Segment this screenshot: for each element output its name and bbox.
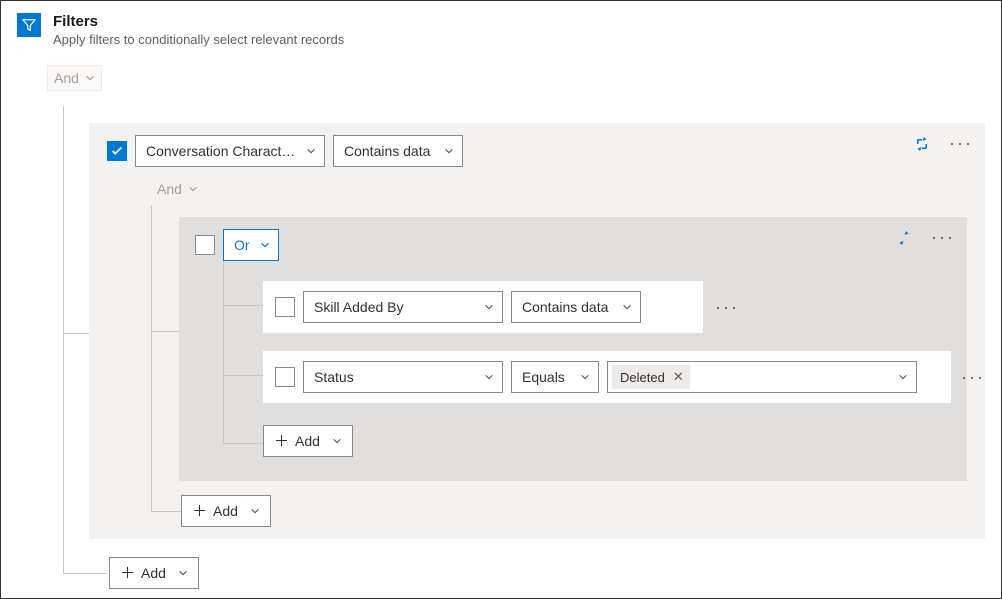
panel-subtitle: Apply filters to conditionally select re… — [53, 32, 344, 47]
field-label: Conversation Characte… — [146, 143, 296, 159]
connector-line — [223, 305, 263, 306]
plus-icon: ＋ — [120, 566, 135, 581]
remove-tag-icon[interactable]: ✕ — [673, 369, 684, 385]
connector-line — [63, 333, 89, 334]
chevron-down-icon — [306, 146, 316, 156]
plus-icon: ＋ — [192, 504, 207, 519]
field-dropdown[interactable]: Skill Added By — [303, 291, 503, 323]
chevron-down-icon — [484, 372, 494, 382]
field-label: Status — [314, 369, 474, 385]
chevron-down-icon — [250, 506, 260, 516]
add-button[interactable]: ＋ Add — [109, 557, 199, 589]
value-tag-label: Deleted — [620, 370, 665, 385]
chevron-down-icon — [188, 184, 198, 194]
field-dropdown[interactable]: Conversation Characte… — [135, 135, 325, 167]
operator-label: Contains data — [522, 299, 612, 315]
condition-checkbox[interactable] — [275, 367, 295, 387]
root-operator-dropdown[interactable]: And — [47, 65, 102, 91]
value-tag: Deleted ✕ — [612, 365, 690, 389]
add-button[interactable]: ＋ Add — [263, 425, 353, 457]
or-group-checkbox[interactable] — [195, 235, 215, 255]
chevron-down-icon — [332, 436, 342, 446]
chevron-down-icon — [444, 146, 454, 156]
condition-row: Status Equals Deleted ✕ — [263, 351, 951, 403]
chevron-down-icon — [580, 372, 590, 382]
value-dropdown[interactable]: Deleted ✕ — [607, 361, 917, 393]
connector-line — [223, 375, 263, 376]
filter-icon — [17, 13, 41, 37]
filters-panel: Filters Apply filters to conditionally s… — [0, 0, 1002, 599]
group-checkbox[interactable] — [107, 141, 127, 161]
connector-line — [151, 511, 181, 512]
field-dropdown[interactable]: Status — [303, 361, 503, 393]
panel-title: Filters — [53, 13, 344, 30]
operator-label: Contains data — [344, 143, 434, 159]
more-icon[interactable]: ··· — [949, 133, 973, 154]
add-label: Add — [141, 565, 166, 581]
add-label: Add — [213, 503, 238, 519]
operator-dropdown[interactable]: Equals — [511, 361, 599, 393]
connector-line — [63, 573, 107, 574]
chevron-down-icon — [260, 240, 270, 250]
chevron-down-icon — [178, 568, 188, 578]
add-label: Add — [295, 433, 320, 449]
chevron-down-icon — [622, 302, 632, 312]
connector-line — [151, 205, 152, 511]
chevron-down-icon — [484, 302, 494, 312]
connector-line — [63, 106, 64, 574]
or-operator-dropdown[interactable]: Or — [223, 229, 279, 261]
connector-line — [223, 443, 263, 444]
inner-operator-label: And — [157, 181, 182, 197]
inner-operator-dropdown[interactable]: And — [157, 181, 198, 197]
condition-row: Skill Added By Contains data — [263, 281, 703, 333]
condition-checkbox[interactable] — [275, 297, 295, 317]
collapse-icon[interactable] — [895, 229, 913, 247]
operator-dropdown[interactable]: Contains data — [511, 291, 641, 323]
or-operator-label: Or — [234, 237, 250, 253]
more-icon[interactable]: ··· — [961, 367, 985, 388]
connector-line — [223, 261, 224, 443]
connector-line — [151, 331, 179, 332]
filter-group: ··· Conversation Characte… Contains data… — [89, 123, 985, 539]
panel-header: Filters Apply filters to conditionally s… — [1, 1, 1001, 51]
operator-dropdown[interactable]: Contains data — [333, 135, 463, 167]
root-operator-label: And — [54, 70, 79, 86]
more-icon[interactable]: ··· — [715, 297, 739, 318]
plus-icon: ＋ — [274, 434, 289, 449]
field-label: Skill Added By — [314, 299, 474, 315]
more-icon[interactable]: ··· — [931, 227, 955, 248]
or-group: ··· Or Skill Added By — [179, 217, 967, 481]
chevron-down-icon — [898, 372, 908, 382]
add-button[interactable]: ＋ Add — [181, 495, 271, 527]
operator-label: Equals — [522, 369, 570, 385]
chevron-down-icon — [85, 73, 95, 83]
collapse-icon[interactable] — [913, 135, 931, 153]
